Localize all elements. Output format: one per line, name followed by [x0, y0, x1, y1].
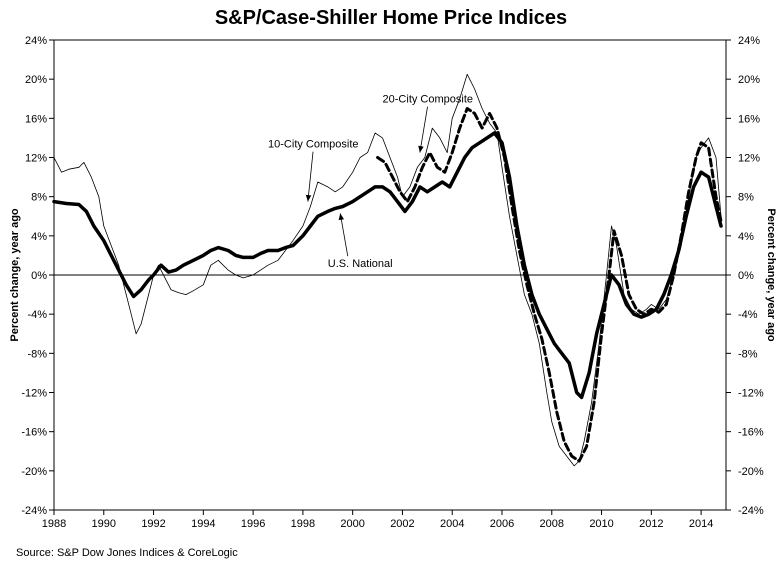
y-tick-label-right: -12%: [738, 388, 764, 400]
x-tick-label: 1996: [241, 518, 265, 530]
x-tick-label: 1992: [141, 518, 165, 530]
annotation-arrowhead: [305, 194, 312, 202]
x-tick-label: 2004: [440, 518, 464, 530]
annotation-arrow: [307, 151, 314, 202]
annotation-arrowhead: [418, 145, 424, 153]
series-annotation-label: 20-City Composite: [383, 94, 473, 106]
x-tick-label: 1988: [42, 518, 66, 530]
annotation-arrow: [339, 213, 349, 257]
series-line-20-city-composite: [376, 107, 723, 463]
y-tick-label-right: 16%: [738, 113, 760, 125]
y-tick-label-left: 8%: [31, 192, 47, 204]
x-tick-label: 2012: [639, 518, 663, 530]
y-tick-label-left: -12%: [21, 388, 47, 400]
x-tick-label: 2010: [589, 518, 613, 530]
series-annotation-label: U.S. National: [328, 258, 393, 270]
chart-title: S&P/Case-Shiller Home Price Indices: [215, 7, 567, 29]
y-tick-label-left: -16%: [21, 427, 47, 439]
y-tick-label-left: -20%: [21, 466, 47, 478]
y-tick-label-right: -16%: [738, 427, 764, 439]
x-tick-label: 2006: [490, 518, 514, 530]
x-tick-label: 2014: [689, 518, 713, 530]
y-tick-label-left: 24%: [25, 35, 47, 47]
y-tick-label-right: 20%: [738, 74, 760, 86]
y-axis-left: 24% 20% 16% 12% 8% 4% 0% -4% -8% -12% -16% -20% -24%: [21, 35, 54, 517]
annotation-arrowhead: [338, 213, 345, 221]
y-axis-right: 24% 20% 16% 12% 8% 4% 0% -4% -8% -12% -16% -20% -24%: [726, 35, 764, 517]
y-tick-label-right: 12%: [738, 153, 760, 165]
y-tick-label-left: 4%: [31, 231, 47, 243]
x-tick-label: 2000: [340, 518, 364, 530]
series-annotation-label: 10-City Composite: [268, 139, 358, 151]
y-tick-label-right: -24%: [738, 505, 764, 517]
y-tick-label-right: 8%: [738, 192, 754, 204]
y-tick-label-left: 0%: [31, 270, 47, 282]
x-axis: 1988 1990 1992 1994 1996 1998 2000 2002 2004 2006…: [42, 510, 713, 530]
x-tick-label: 2002: [390, 518, 414, 530]
x-tick-label: 1990: [92, 518, 116, 530]
y-tick-label-right: 0%: [738, 270, 754, 282]
source-note: Source: S&P Dow Jones Indices & CoreLogi…: [16, 547, 238, 559]
y-tick-label-left: -4%: [27, 309, 47, 321]
x-tick-label: 1994: [191, 518, 215, 530]
y-tick-label-right: 4%: [738, 231, 754, 243]
annotation-arrow: [419, 106, 428, 153]
series-layer: [52, 73, 723, 467]
y-tick-label-left: 20%: [25, 74, 47, 86]
x-tick-label: 2008: [540, 518, 564, 530]
x-tick-label: 1998: [291, 518, 315, 530]
y-axis-title-right: Percent change, year ago: [765, 208, 777, 342]
y-tick-label-right: 24%: [738, 35, 760, 47]
y-tick-label-left: 12%: [25, 153, 47, 165]
y-tick-label-left: -24%: [21, 505, 47, 517]
y-tick-label-right: -8%: [738, 348, 758, 360]
y-tick-label-right: -20%: [738, 466, 764, 478]
series-line-u-s-national: [52, 131, 723, 400]
y-axis-title-left: Percent change, year ago: [9, 208, 21, 342]
y-tick-label-right: -4%: [738, 309, 758, 321]
y-tick-label-left: 16%: [25, 113, 47, 125]
y-tick-label-left: -8%: [27, 348, 47, 360]
annotation-layer: 20-City Composite 10-City Composite U.S. N…: [268, 94, 473, 270]
